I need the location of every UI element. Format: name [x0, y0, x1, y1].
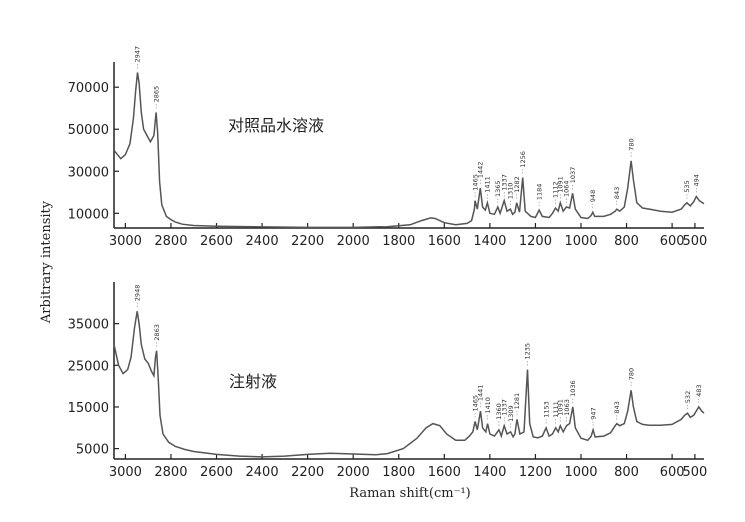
x-axis-title: Raman shift(cm⁻¹): [349, 486, 470, 501]
peak-label: 1036: [569, 380, 577, 397]
spectrum-line: [113, 72, 705, 229]
y-tick-label: 10000: [68, 207, 109, 222]
peak-label: 948: [589, 190, 597, 202]
peak-label: 1235: [524, 343, 532, 360]
peak-label: 532: [684, 391, 692, 403]
x-tick-label: 800: [614, 465, 639, 480]
x-tick-label: 600: [660, 234, 685, 249]
peak-label: 1441: [477, 385, 485, 402]
y-tick-label: 25000: [68, 359, 109, 374]
peak-label: 1112: [552, 181, 560, 198]
x-tick-label: 2800: [154, 234, 187, 249]
peak-label: 1063: [563, 399, 571, 416]
x-tick-label: 800: [614, 234, 639, 249]
x-tick-label: 500: [682, 465, 707, 480]
peak-label: 1310: [507, 183, 515, 200]
peak-label: 780: [627, 138, 635, 150]
y-axis-title: Arbitrary intensity: [39, 200, 54, 324]
x-tick-label: 2600: [200, 465, 233, 480]
peak-label: 2863: [153, 324, 161, 341]
peak-label: 1410: [484, 397, 492, 414]
x-tick-label: 2800: [154, 465, 187, 480]
y-tick-label: 35000: [68, 318, 109, 333]
x-tick-label: 1600: [428, 234, 461, 249]
spectrum-panel-2: 5000 15000 25000 35000 3000 2800 2600 2400 2200 2…: [68, 282, 707, 480]
peak-label: 1465: [471, 174, 479, 191]
peak-label: 2948: [133, 285, 141, 302]
y-tick-label: 50000: [68, 123, 109, 138]
peak-label: 1281: [513, 393, 521, 410]
peak-label: 494: [693, 174, 701, 186]
x-tick-label: 500: [682, 234, 707, 249]
x-tick-label: 1000: [564, 465, 597, 480]
x-tick-label: 1400: [473, 465, 506, 480]
peak-label: 1282: [513, 176, 521, 193]
peak-label: 1411: [484, 176, 492, 193]
peak-label: 483: [695, 384, 703, 396]
x-tick-label: 3000: [109, 234, 142, 249]
peak-label: 1064: [563, 180, 571, 197]
peak-label: 535: [683, 180, 691, 192]
spectrum-panel-1: 10000 30000 50000 70000 3000 2800 2600 2400 2200…: [68, 46, 708, 249]
peak-label: 843: [613, 401, 621, 413]
x-tick-label: 2200: [291, 465, 324, 480]
x-tick-label: 2400: [246, 465, 279, 480]
peak-label: 780: [627, 368, 635, 380]
peak-label: 1091: [557, 176, 565, 193]
peak-label: 1442: [477, 162, 485, 179]
peak-label: 1037: [569, 167, 577, 184]
peak-label: 1360: [495, 403, 503, 420]
peak-label: 1256: [519, 151, 527, 168]
peak-label: 1111: [552, 401, 560, 418]
peak-label: 843: [613, 187, 621, 199]
y-tick-label: 15000: [68, 401, 109, 416]
peak-label: 1365: [494, 180, 502, 197]
x-tick-label: 1000: [564, 234, 597, 249]
x-tick-label: 3000: [109, 465, 142, 480]
y-tick-label: 30000: [68, 165, 109, 180]
sample-title: 注射液: [229, 372, 277, 391]
peak-label: 1309: [507, 405, 515, 422]
x-tick-label: 2200: [291, 234, 324, 249]
x-tick-label: 1800: [382, 465, 415, 480]
sample-title: 对照品水溶液: [228, 116, 324, 135]
peak-label: 1337: [500, 174, 508, 191]
y-tick-label: 70000: [68, 81, 109, 96]
spectrum-line: [113, 311, 705, 458]
x-tick-label: 1200: [519, 234, 552, 249]
peak-label: 1091: [557, 399, 565, 416]
peak-label: 1465: [471, 395, 479, 412]
x-tick-label: 2600: [200, 234, 233, 249]
x-tick-label: 2000: [337, 465, 370, 480]
peak-label: 1184: [535, 184, 543, 201]
x-tick-label: 1600: [428, 465, 461, 480]
x-tick-label: 1800: [382, 234, 415, 249]
x-tick-label: 2000: [337, 234, 370, 249]
x-tick-label: 2400: [246, 234, 279, 249]
peak-label: 2947: [134, 46, 142, 63]
x-tick-label: 600: [660, 465, 685, 480]
peak-label: 947: [589, 407, 597, 419]
peak-label: 1337: [500, 399, 508, 416]
y-tick-label: 5000: [76, 443, 109, 458]
x-tick-label: 1400: [473, 234, 506, 249]
peak-label: 2865: [152, 86, 160, 103]
x-tick-label: 1200: [519, 465, 552, 480]
peak-label: 1153: [542, 401, 550, 418]
